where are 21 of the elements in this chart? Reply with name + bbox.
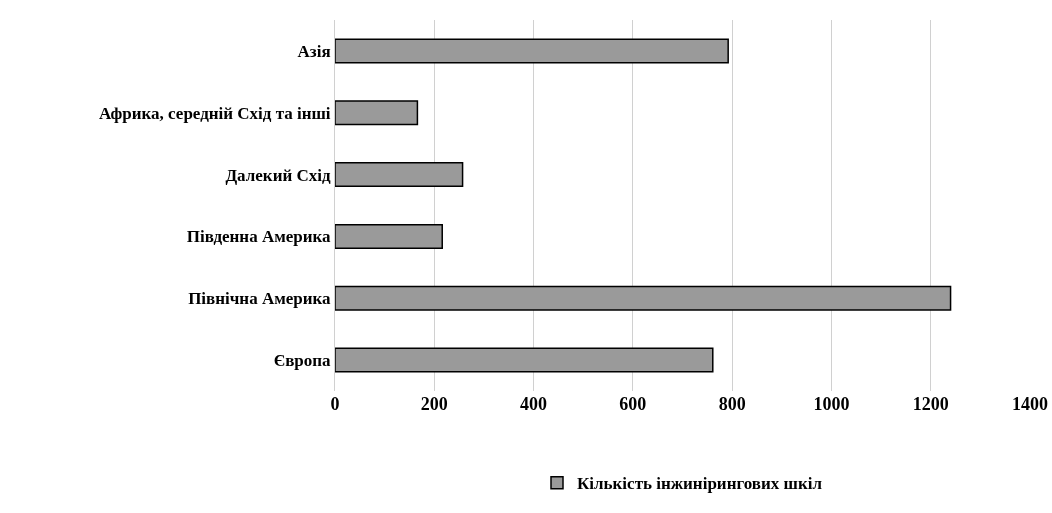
x-tick-label: 1200 <box>912 394 949 414</box>
y-tick-label: Африка, середній Схід та інші <box>98 103 331 123</box>
bar <box>335 285 952 311</box>
x-tick-label: 600 <box>619 394 647 414</box>
bar <box>335 223 443 249</box>
x-tick-label: 200 <box>420 394 448 414</box>
y-tick-label: Європа <box>273 351 332 371</box>
bar <box>335 162 464 188</box>
y-tick-label: Далекий Схід <box>225 165 331 185</box>
x-tick-label: 1400 <box>1012 394 1048 414</box>
bar <box>335 38 729 64</box>
legend-label: Кількість інжинірингових шкіл <box>577 474 823 494</box>
y-tick-label: Північна Америка <box>188 289 332 309</box>
x-tick-label: 0 <box>330 394 340 414</box>
x-tick-label: 800 <box>718 394 746 414</box>
y-tick-label: Південна Америка <box>186 227 332 247</box>
bar <box>335 100 419 126</box>
y-tick-label: Азія <box>297 41 331 61</box>
x-tick-label: 1000 <box>813 394 850 414</box>
bar <box>335 347 714 373</box>
x-tick-label: 400 <box>520 394 548 414</box>
